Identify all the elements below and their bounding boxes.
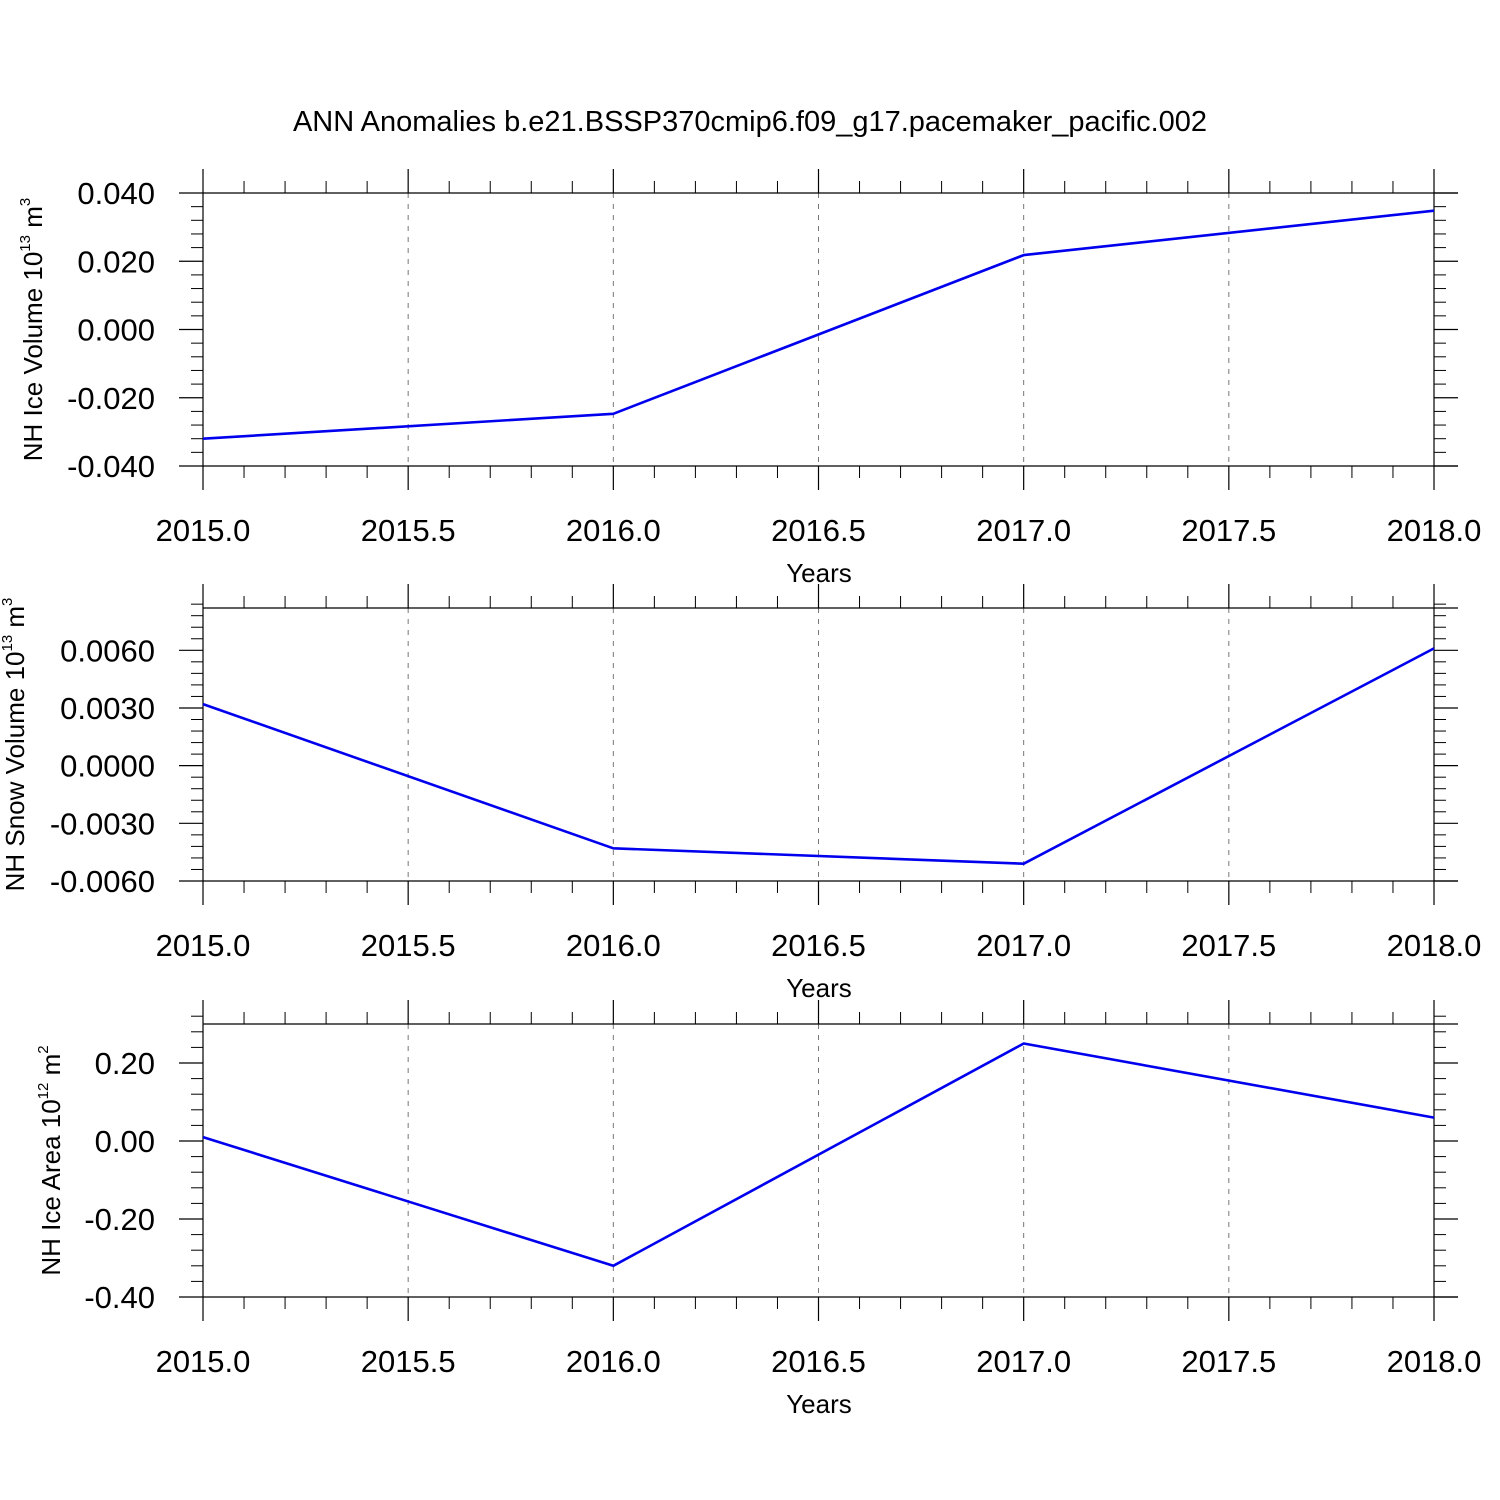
y-tick-label: 0.0000 <box>60 749 155 784</box>
y-axis-label: NH Ice Volume 1013 m3 <box>17 198 48 461</box>
x-axis-label: Years <box>786 1389 852 1419</box>
series-line <box>202 209 1435 440</box>
x-axis-label: Years <box>786 558 852 588</box>
x-tick-label: 2017.5 <box>1181 513 1276 548</box>
x-tick-label: 2015.0 <box>156 928 251 963</box>
y-tick-label: -0.20 <box>84 1202 155 1237</box>
y-tick-label: -0.020 <box>67 381 155 416</box>
x-tick-label: 2016.5 <box>771 1344 866 1379</box>
x-tick-label: 2015.5 <box>361 1344 456 1379</box>
x-tick-label: 2016.0 <box>566 928 661 963</box>
x-tick-label: 2016.0 <box>566 513 661 548</box>
panels: 2015.0 2015.5 2016.0 2016.5 2017.0 2017.5 2018… <box>0 169 1481 1419</box>
x-tick-label: 2018.0 <box>1387 513 1482 548</box>
x-tick-label: 2018.0 <box>1387 928 1482 963</box>
x-tick-label: 2015.5 <box>361 928 456 963</box>
y-tick-label: -0.040 <box>67 449 155 484</box>
y-axis-label: NH Snow Volume 1013 m3 <box>0 598 30 892</box>
y-tick-label: -0.0060 <box>50 864 155 899</box>
chart-title: ANN Anomalies b.e21.BSSP370cmip6.f09_g17… <box>293 106 1207 138</box>
x-tick-label: 2016.5 <box>771 513 866 548</box>
x-tick-label: 2016.0 <box>566 1344 661 1379</box>
y-tick-label: -0.40 <box>84 1280 155 1315</box>
y-tick-label: 0.040 <box>77 176 155 211</box>
y-tick-label: 0.20 <box>95 1046 155 1081</box>
panel-1: 2015.0 2015.5 2016.0 2016.5 2017.0 2017.5 2018… <box>17 169 1481 588</box>
x-tick-label: 2017.0 <box>976 928 1071 963</box>
panel-2: 2015.0 2015.5 2016.0 2016.5 2017.0 2017.5 2018… <box>0 584 1481 1003</box>
y-tick-label: 0.020 <box>77 244 155 279</box>
y-tick-label: -0.0030 <box>50 806 155 841</box>
x-tick-label: 2015.0 <box>156 513 251 548</box>
x-tick-label: 2017.5 <box>1181 1344 1276 1379</box>
x-tick-label: 2017.0 <box>976 513 1071 548</box>
x-tick-label: 2015.0 <box>156 1344 251 1379</box>
x-tick-label: 2016.5 <box>771 928 866 963</box>
x-tick-label: 2018.0 <box>1387 1344 1482 1379</box>
y-tick-label: 0.00 <box>95 1124 155 1159</box>
y-axis-label: NH Ice Area 1012 m2 <box>35 1045 66 1275</box>
series-line <box>202 1042 1435 1268</box>
y-tick-label: 0.0060 <box>60 633 155 668</box>
series-line <box>202 647 1435 866</box>
x-axis-label: Years <box>786 973 852 1003</box>
y-tick-label: 0.0030 <box>60 691 155 726</box>
x-tick-label: 2015.5 <box>361 513 456 548</box>
x-tick-label: 2017.5 <box>1181 928 1276 963</box>
panel-3: 2015.0 2015.5 2016.0 2016.5 2017.0 2017.5 2018… <box>35 1000 1481 1419</box>
x-tick-label: 2017.0 <box>976 1344 1071 1379</box>
y-tick-label: 0.000 <box>77 313 155 348</box>
